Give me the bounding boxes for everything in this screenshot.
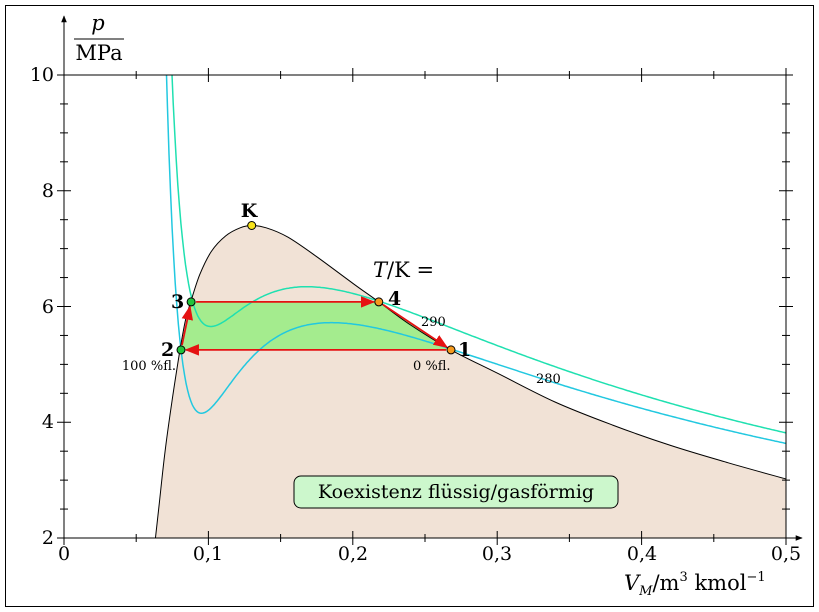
x-tick-label-0-3: 0,3 <box>482 543 512 565</box>
tick-marks <box>57 68 793 545</box>
state-point-3-label: 3 <box>171 291 184 313</box>
state-point-4-label: 4 <box>388 288 401 310</box>
y-tick-label-6: 6 <box>42 296 54 318</box>
outer-frame <box>5 5 814 607</box>
state-point-2-marker <box>176 345 186 355</box>
quality-label-right: 0 %fl. <box>413 359 451 374</box>
x-tick-label-0-2: 0,2 <box>338 543 368 565</box>
x-tick-label-0-4: 0,4 <box>627 543 657 565</box>
x-axis-title-unit2: kmol <box>688 571 747 595</box>
x-tick-label-0-1: 0,1 <box>193 543 223 565</box>
region-label-background <box>293 475 619 509</box>
state-point-1-marker <box>446 345 456 355</box>
state-point-2-label: 2 <box>161 339 174 361</box>
x-axis-title-main: V <box>624 571 641 595</box>
cycle-area <box>180 301 451 350</box>
y-axis-title-denominator: MPa <box>75 41 122 65</box>
x-axis-title-rest: /m <box>652 571 679 595</box>
cycle-arrow-4-1 <box>382 303 448 348</box>
y-tick-label-8: 8 <box>42 180 54 202</box>
y-tick-label-2: 2 <box>42 527 54 549</box>
x-axis-title: VM/m3 kmol−1 <box>624 570 766 599</box>
temperature-header-main: T <box>373 258 389 282</box>
cycle-arrow-2-3 <box>181 305 193 346</box>
isotherm-280-label: 280 <box>536 372 561 387</box>
y-tick-label-10: 10 <box>30 64 54 86</box>
state-point-4-marker <box>374 297 384 307</box>
critical-point-label: K <box>241 200 259 222</box>
isotherm-280-curve <box>165 75 786 445</box>
temperature-header: T/K = <box>373 258 434 282</box>
cycle-arrows <box>181 296 448 356</box>
x-tick-label-0: 0 <box>58 543 70 565</box>
x-axis-title-sub: M <box>638 584 653 599</box>
region-label-box: Koexistenz flüssig/gasförmig <box>293 475 619 509</box>
quality-label-left: 100 %fl. <box>122 359 176 374</box>
x-axis-title-sup2: −1 <box>746 570 765 585</box>
x-tick-label-0-5: 0,5 <box>771 543 801 565</box>
y-tick-label-4: 4 <box>42 411 54 433</box>
y-axis-title-numerator: p <box>91 11 104 35</box>
critical-point-marker <box>247 221 257 230</box>
isotherm-290-label: 290 <box>421 315 446 330</box>
y-axis-title: p MPa <box>74 11 124 65</box>
x-axis-title-sup1: 3 <box>679 570 687 585</box>
isotherm-290-curve <box>171 75 786 434</box>
state-point-3-marker <box>186 297 196 307</box>
region-label-text: Koexistenz flüssig/gasförmig <box>318 481 594 503</box>
temperature-header-rest: /K = <box>387 258 434 282</box>
state-point-1-label: 1 <box>458 339 471 361</box>
